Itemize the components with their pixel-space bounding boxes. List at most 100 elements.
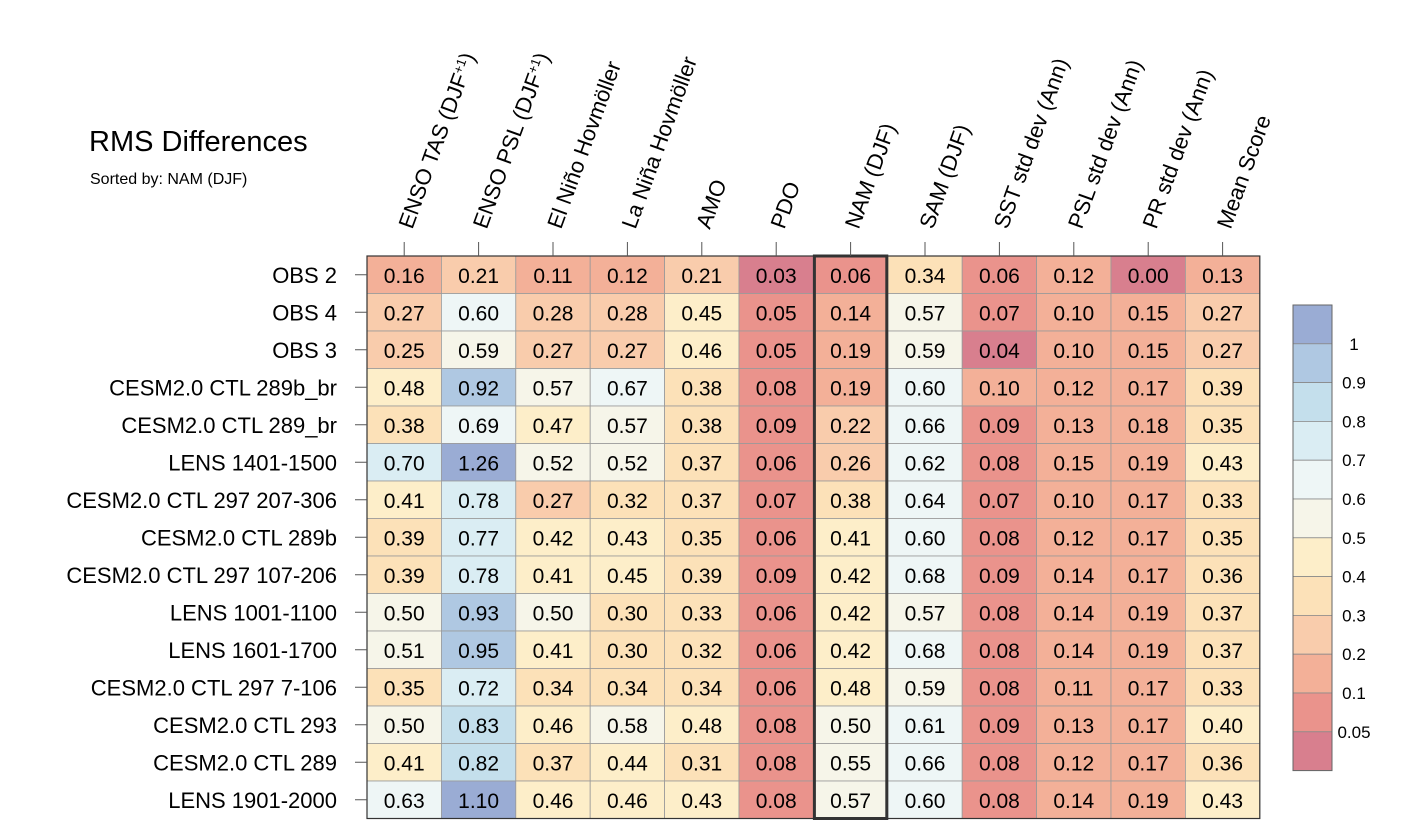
heatmap-cell xyxy=(515,780,591,819)
cell-value: 0.08 xyxy=(979,677,1020,700)
row-label: OBS 4 xyxy=(272,300,337,325)
cell-value: 0.46 xyxy=(533,715,574,738)
heatmap-cell xyxy=(1185,555,1261,594)
cell-value: 0.19 xyxy=(830,340,871,363)
cell-value: 0.09 xyxy=(979,715,1020,738)
cell-value: 0.48 xyxy=(384,377,425,400)
cell-value: 0.41 xyxy=(830,527,871,550)
heatmap-cell xyxy=(887,518,963,557)
heatmap-cell xyxy=(515,293,591,332)
heatmap-cell xyxy=(1185,368,1261,407)
cell-value: 0.41 xyxy=(533,640,574,663)
cell-value: 0.50 xyxy=(533,602,574,625)
cell-value: 0.14 xyxy=(1053,790,1094,813)
heatmap-cell xyxy=(887,593,963,632)
cell-value: 0.48 xyxy=(830,677,871,700)
colorbar-tick-label: 0.05 xyxy=(1337,723,1370,742)
cell-value: 0.10 xyxy=(1053,340,1094,363)
heatmap-cell xyxy=(1036,480,1112,519)
heatmap-cell xyxy=(664,330,740,369)
heatmap-cell xyxy=(589,555,666,594)
colorbar-swatch xyxy=(1292,498,1333,539)
colorbar-swatch xyxy=(1292,653,1333,694)
heatmap-cell xyxy=(440,780,517,819)
heatmap-cell xyxy=(961,705,1038,744)
heatmap-cell xyxy=(738,593,814,632)
colorbar-swatch xyxy=(1292,420,1333,461)
heatmap-cell xyxy=(961,443,1038,482)
heatmap-cell xyxy=(961,668,1038,707)
cell-value: 0.27 xyxy=(1202,302,1243,325)
cell-value: 0.06 xyxy=(756,452,797,475)
colorbar-tick-label: 0.2 xyxy=(1342,645,1366,664)
cell-value: 0.06 xyxy=(756,640,797,663)
heatmap-cell xyxy=(589,630,666,669)
cell-value: 0.12 xyxy=(1053,752,1094,775)
heatmap-cell xyxy=(961,405,1038,444)
heatmap-cell xyxy=(1110,480,1186,519)
cell-value: 0.05 xyxy=(756,340,797,363)
column-label: PSL std dev (Ann) xyxy=(1063,56,1147,232)
cell-value: 0.09 xyxy=(756,565,797,588)
cell-value: 0.12 xyxy=(1053,377,1094,400)
cell-value: 0.44 xyxy=(607,752,648,775)
heatmap-cell xyxy=(1185,293,1261,332)
heatmap-cell xyxy=(664,705,740,744)
heatmap-cell xyxy=(813,743,889,782)
cell-value: 0.39 xyxy=(384,565,425,588)
row-label: CESM2.0 CTL 293 xyxy=(153,713,337,738)
cell-value: 0.35 xyxy=(681,527,722,550)
cell-value: 0.37 xyxy=(1202,602,1243,625)
cell-value: 0.13 xyxy=(1202,265,1243,288)
cell-value: 0.38 xyxy=(681,415,722,438)
colorbar-swatch xyxy=(1292,537,1333,577)
cell-value: 0.35 xyxy=(384,677,425,700)
cell-value: 0.05 xyxy=(756,302,797,325)
cell-value: 0.18 xyxy=(1128,415,1169,438)
heatmap-cell xyxy=(1185,443,1261,482)
cell-value: 0.26 xyxy=(830,452,871,475)
cell-value: 0.42 xyxy=(830,640,871,663)
cell-value: 0.06 xyxy=(756,602,797,625)
colorbar-tick-label: 0.6 xyxy=(1342,490,1366,509)
cell-value: 0.31 xyxy=(681,752,722,775)
column-label: NAM (DJF) xyxy=(840,120,901,232)
heatmap-cell xyxy=(366,630,442,669)
heatmap-cell xyxy=(813,780,889,819)
heatmap-cell xyxy=(589,480,666,519)
heatmap-cell xyxy=(515,743,591,782)
heatmap-cell xyxy=(515,480,591,519)
cell-value: 0.39 xyxy=(384,527,425,550)
cell-value: 0.08 xyxy=(979,452,1020,475)
row-label: CESM2.0 CTL 297 7-106 xyxy=(91,675,337,700)
cell-value: 0.63 xyxy=(384,790,425,813)
cell-value: 0.51 xyxy=(384,640,425,663)
heatmap-cell xyxy=(961,555,1038,594)
cell-value: 0.00 xyxy=(1128,265,1169,288)
cell-value: 0.37 xyxy=(681,452,722,475)
cell-value: 0.57 xyxy=(533,377,574,400)
cell-value: 0.11 xyxy=(1054,677,1093,700)
heatmap-cell xyxy=(1185,630,1261,669)
heatmap-cell xyxy=(589,405,666,444)
cell-value: 0.12 xyxy=(1053,527,1094,550)
heatmap-cell xyxy=(366,555,442,594)
cell-value: 0.14 xyxy=(1053,565,1094,588)
cell-value: 0.72 xyxy=(458,677,499,700)
cell-value: 0.19 xyxy=(1128,790,1169,813)
cell-value: 0.17 xyxy=(1128,377,1169,400)
cell-value: 0.78 xyxy=(458,565,499,588)
cell-value: 0.04 xyxy=(979,340,1020,363)
heatmap-cell xyxy=(664,593,740,632)
cell-value: 0.19 xyxy=(1128,640,1169,663)
heatmap-cell xyxy=(1110,330,1186,369)
heatmap-cell xyxy=(589,743,666,782)
heatmap-cell xyxy=(961,780,1038,819)
cell-value: 0.33 xyxy=(681,602,722,625)
cell-value: 0.64 xyxy=(905,490,946,513)
cell-value: 0.38 xyxy=(384,415,425,438)
heatmap-cell xyxy=(515,330,591,369)
cell-value: 0.57 xyxy=(607,415,648,438)
column-label: Mean Score xyxy=(1212,112,1276,232)
